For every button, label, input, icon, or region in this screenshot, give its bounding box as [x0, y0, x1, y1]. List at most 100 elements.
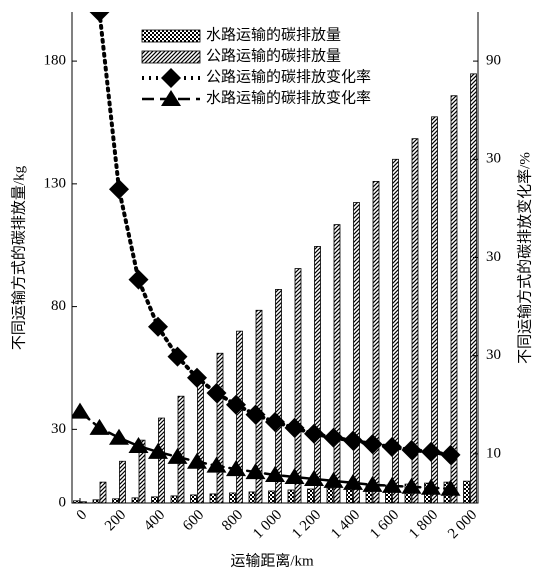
bar — [392, 158, 399, 503]
legend-label: 水路运输的碳排放变化率 — [206, 89, 371, 106]
x-tick-label: 400 — [141, 507, 168, 534]
y-tick-label: 80 — [51, 298, 66, 314]
marker — [304, 469, 325, 486]
marker — [206, 383, 227, 404]
marker — [72, 402, 90, 419]
y2-tick-label: 30 — [486, 249, 501, 265]
y-axis-label: 不同运输方式的碳排放量/kg — [10, 165, 27, 350]
marker — [128, 437, 149, 454]
bar — [353, 202, 360, 503]
marker — [304, 423, 325, 444]
bar — [151, 496, 158, 503]
bar — [229, 492, 236, 503]
bar — [177, 395, 185, 503]
marker — [421, 441, 442, 462]
bar — [470, 73, 477, 503]
bar — [236, 330, 243, 503]
bar — [216, 352, 224, 503]
marker — [89, 12, 110, 22]
x-tick-label: 1 200 — [289, 507, 324, 542]
bar — [294, 268, 302, 503]
marker — [440, 479, 461, 496]
marker — [245, 463, 266, 480]
x-tick-label: 1 400 — [328, 507, 363, 542]
bar — [99, 481, 107, 503]
bar — [92, 499, 100, 503]
marker — [128, 269, 149, 290]
marker — [284, 467, 305, 484]
y-tick-label: 130 — [44, 175, 67, 191]
marker — [421, 478, 442, 495]
bar — [333, 224, 341, 503]
plot-area — [72, 12, 477, 503]
marker — [265, 466, 285, 483]
bar — [119, 460, 126, 503]
marker — [401, 439, 422, 460]
marker — [362, 434, 383, 455]
marker — [382, 476, 403, 493]
x-tick-label: 1 800 — [406, 507, 441, 542]
marker — [440, 444, 461, 465]
bar — [209, 493, 217, 503]
marker — [245, 404, 266, 425]
y-tick-label: 180 — [44, 53, 67, 69]
x-axis-label: 运输距离/km — [230, 552, 314, 569]
marker — [284, 417, 305, 438]
x-tick-label: 1 600 — [367, 507, 402, 542]
marker — [343, 473, 364, 490]
marker — [225, 460, 246, 477]
legend-label: 公路运输的碳排放量 — [206, 47, 341, 64]
y2-axis-label: 不同运输方式的碳排放变化率/% — [516, 152, 533, 364]
marker — [206, 456, 227, 473]
y2-tick-label: 30 — [486, 151, 501, 167]
bar — [372, 180, 380, 503]
x-tick-label: 0 — [74, 507, 91, 524]
bar — [307, 488, 314, 503]
marker — [323, 427, 344, 448]
bar — [275, 289, 282, 503]
marker — [362, 475, 383, 492]
bar — [287, 489, 295, 503]
marker — [167, 447, 188, 464]
marker — [108, 428, 129, 445]
bar — [138, 439, 146, 503]
bar — [190, 494, 197, 503]
y2-tick-label: 30 — [486, 347, 501, 363]
marker — [401, 477, 422, 494]
legend-label: 水路运输的碳排放量 — [206, 26, 341, 43]
x-tick-label: 200 — [102, 507, 129, 534]
bar — [463, 480, 470, 503]
marker — [89, 418, 110, 435]
marker — [161, 90, 181, 106]
marker — [323, 471, 344, 488]
legend-swatch — [141, 50, 201, 64]
bar — [431, 116, 438, 503]
bar — [197, 374, 204, 503]
x-tick-label: 2 000 — [445, 507, 480, 542]
marker — [147, 316, 168, 337]
marker — [108, 179, 129, 200]
bar — [326, 487, 334, 503]
bar — [268, 490, 275, 503]
y-tick-label: 30 — [51, 421, 66, 437]
bar — [131, 497, 139, 503]
x-tick-label: 600 — [180, 507, 207, 534]
marker — [343, 430, 364, 451]
bar — [314, 246, 321, 503]
x-tick-label: 1 000 — [250, 507, 285, 542]
bar — [248, 491, 256, 503]
marker — [147, 442, 168, 459]
marker — [167, 346, 188, 367]
bar — [170, 495, 178, 503]
marker — [186, 367, 207, 388]
marker — [225, 394, 246, 415]
bar — [158, 417, 165, 503]
marker — [186, 452, 207, 469]
y-tick-label: 0 — [59, 494, 67, 510]
bar — [112, 498, 119, 503]
y2-tick-label: 10 — [486, 445, 501, 461]
marker — [265, 411, 285, 432]
y2-tick-label: 90 — [486, 53, 501, 69]
marker — [382, 437, 403, 458]
